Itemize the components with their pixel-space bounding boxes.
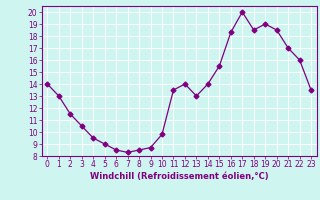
X-axis label: Windchill (Refroidissement éolien,°C): Windchill (Refroidissement éolien,°C) [90, 172, 268, 181]
